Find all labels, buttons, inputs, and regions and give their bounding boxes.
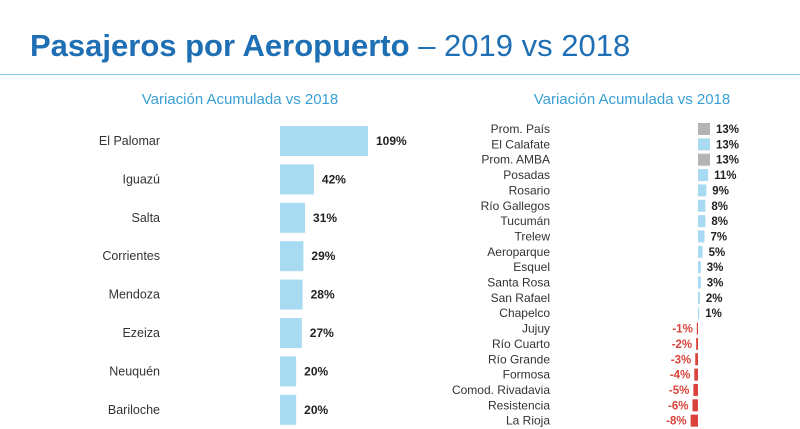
right-value-label: 3% [707, 262, 724, 274]
right-category-label: Rosario [509, 183, 551, 197]
right-bar [698, 307, 700, 320]
right-category-label: Jujuy [522, 322, 550, 336]
page-title: Pasajeros por Aeropuerto – 2019 vs 2018 [30, 26, 630, 66]
right-bar [698, 291, 700, 304]
right-bar [698, 230, 705, 243]
left-value-label: 28% [311, 288, 335, 302]
right-value-label: 7% [710, 231, 727, 243]
left-bar [280, 318, 302, 348]
left-bar [280, 394, 297, 425]
right-value-label: 8% [711, 216, 728, 228]
right-category-label: Esquel [513, 260, 550, 274]
left-category-label: Neuquén [109, 364, 160, 378]
left-bar [280, 279, 303, 310]
right-category-label: Prom. AMBA [481, 153, 550, 167]
right-category-label: Tucumán [500, 214, 550, 228]
right-category-label: Río Grande [488, 352, 550, 366]
left-bar [280, 164, 314, 195]
left-bar [280, 126, 368, 156]
right-value-label: -6% [668, 400, 688, 412]
right-value-label: 9% [712, 185, 729, 197]
right-category-label: Río Gallegos [481, 199, 550, 213]
left-category-label: El Palomar [99, 134, 160, 148]
right-value-label: -2% [672, 339, 692, 351]
right-category-label: Formosa [503, 368, 551, 382]
left-category-label: Ezeiza [122, 326, 160, 340]
right-chart-subtitle: Variación Acumulada vs 2018 [534, 91, 731, 108]
right-chart: Prom. País 13% El Calafate 13% Prom. AMBA 13%… [452, 122, 739, 428]
left-category-label: Bariloche [108, 403, 160, 417]
right-bar [698, 184, 707, 197]
left-category-label: Corrientes [102, 249, 160, 263]
right-bar [698, 261, 701, 274]
right-value-label: 13% [716, 155, 739, 167]
title-rest: – 2019 vs 2018 [409, 28, 631, 63]
right-value-label: -5% [669, 385, 689, 397]
title-divider [0, 74, 800, 75]
left-value-label: 109% [376, 134, 407, 148]
right-category-label: Prom. País [491, 122, 550, 136]
right-category-label: El Calafate [491, 137, 550, 151]
left-value-label: 42% [322, 172, 346, 186]
left-category-label: Salta [132, 211, 161, 225]
right-category-label: Río Cuarto [492, 337, 550, 351]
left-category-label: Mendoza [109, 288, 160, 302]
left-bar [280, 202, 306, 233]
right-value-label: 13% [716, 124, 739, 136]
right-category-label: Aeroparque [487, 245, 550, 259]
left-bar [280, 356, 297, 387]
title-bold: Pasajeros por Aeropuerto [30, 28, 410, 63]
left-value-label: 27% [310, 326, 334, 340]
left-value-label: 31% [313, 211, 337, 225]
right-value-label: 3% [707, 278, 724, 290]
right-bar [695, 353, 698, 366]
right-bar [698, 276, 701, 289]
right-category-label: La Rioja [506, 414, 550, 428]
right-bar [698, 199, 706, 212]
right-value-label: 2% [706, 293, 723, 305]
left-bar [280, 241, 304, 272]
right-bar [698, 245, 703, 258]
right-bar [696, 322, 698, 335]
right-value-label: -3% [671, 354, 691, 366]
left-chart-subtitle: Variación Acumulada vs 2018 [142, 91, 339, 108]
right-category-label: Trelew [514, 229, 550, 243]
right-bar [698, 153, 710, 166]
right-value-label: 8% [711, 201, 728, 213]
right-value-label: -1% [672, 324, 692, 336]
left-value-label: 20% [304, 364, 328, 378]
right-value-label: -8% [666, 416, 686, 428]
left-chart: El Palomar 109% Iguazú 42% Salta 31% Corriente… [99, 126, 407, 425]
right-value-label: 13% [716, 139, 739, 151]
right-category-label: San Rafael [491, 291, 550, 305]
left-category-label: Iguazú [122, 172, 160, 186]
right-bar [698, 215, 706, 228]
right-bar [696, 337, 698, 350]
right-bar [698, 138, 710, 151]
right-value-label: 5% [709, 247, 726, 259]
right-bar [690, 414, 698, 427]
right-bar [698, 123, 710, 135]
right-category-label: Resistencia [488, 398, 550, 412]
right-bar [692, 399, 698, 412]
right-bar [694, 368, 698, 381]
right-category-label: Comod. Rivadavia [452, 383, 550, 397]
right-category-label: Posadas [503, 168, 550, 182]
left-value-label: 20% [304, 403, 328, 417]
right-category-label: Chapelco [499, 306, 550, 320]
right-bar [693, 383, 698, 396]
left-value-label: 29% [311, 249, 335, 263]
right-value-label: 1% [705, 308, 722, 320]
right-bar [698, 169, 709, 182]
right-value-label: -4% [670, 370, 690, 382]
right-value-label: 11% [714, 170, 736, 182]
right-category-label: Santa Rosa [487, 276, 550, 290]
